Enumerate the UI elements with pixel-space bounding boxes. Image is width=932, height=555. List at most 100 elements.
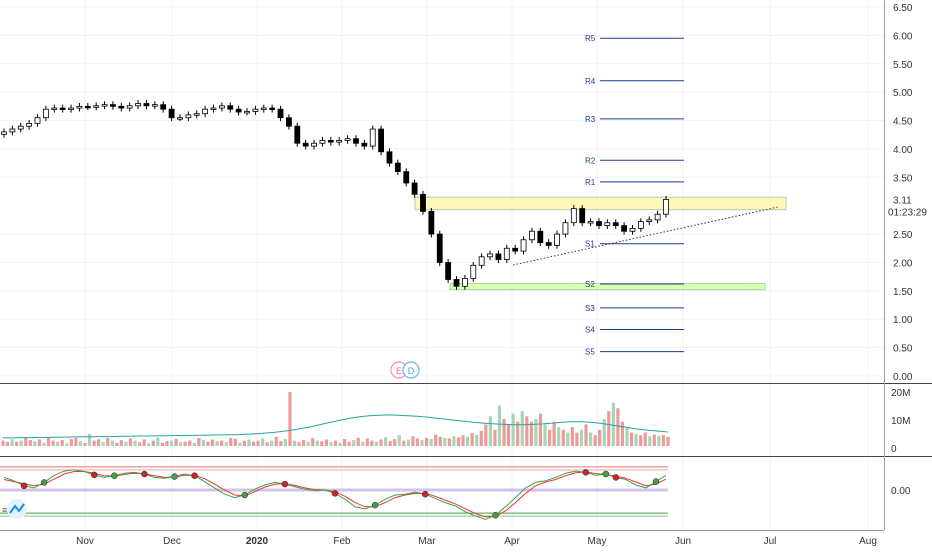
candle-body[interactable] (294, 125, 301, 144)
candle-body[interactable] (411, 182, 418, 195)
candle-body[interactable] (654, 213, 661, 221)
candle-body[interactable] (327, 140, 334, 143)
candle-body[interactable] (42, 108, 49, 119)
candle-body[interactable] (529, 230, 535, 241)
candle-body[interactable] (512, 247, 519, 252)
candle-body[interactable] (646, 219, 653, 222)
candle-body[interactable] (436, 233, 443, 263)
candle-body[interactable] (51, 107, 58, 110)
candle-body[interactable] (84, 105, 91, 109)
candle-body[interactable] (570, 208, 577, 224)
candle-body[interactable] (596, 221, 602, 226)
candle-body[interactable] (336, 140, 343, 143)
candle-body[interactable] (579, 208, 586, 224)
candle-body[interactable] (386, 151, 393, 164)
candle-body[interactable] (126, 105, 133, 109)
candle-body[interactable] (487, 253, 493, 258)
candle-body[interactable] (110, 104, 116, 107)
candle-body[interactable] (378, 128, 384, 153)
candle-body[interactable] (453, 279, 460, 287)
candle-body[interactable] (428, 210, 435, 235)
candle-body[interactable] (461, 277, 468, 287)
volume-bar (261, 438, 265, 446)
candle-body[interactable] (235, 108, 242, 113)
volume-bar (402, 440, 406, 446)
candle-body[interactable] (503, 247, 510, 261)
candle-body[interactable] (1, 131, 7, 135)
candle-body[interactable] (353, 138, 359, 144)
candle-body[interactable] (562, 222, 569, 235)
candle-body[interactable] (210, 107, 217, 110)
candle-body[interactable] (68, 107, 74, 110)
candle-body[interactable] (277, 108, 284, 119)
volume-bar (283, 438, 287, 446)
candle-body[interactable] (554, 233, 560, 246)
candle-body[interactable] (286, 117, 292, 127)
candle-body[interactable] (302, 142, 309, 147)
candle-body[interactable] (369, 128, 376, 147)
candle-body[interactable] (629, 227, 636, 232)
candle-body[interactable] (537, 230, 544, 243)
support-zone[interactable] (449, 282, 766, 291)
candle-body[interactable] (135, 103, 141, 107)
dividend-marker[interactable] (402, 361, 420, 379)
candle-body[interactable] (93, 105, 100, 108)
candle-body[interactable] (168, 108, 175, 119)
candle-body[interactable] (160, 104, 167, 110)
candle-body[interactable] (59, 107, 66, 110)
candle-body[interactable] (9, 128, 16, 133)
candle-body[interactable] (260, 107, 267, 110)
candle-body[interactable] (621, 225, 628, 232)
candle-body[interactable] (311, 142, 317, 147)
candle-body[interactable] (193, 113, 200, 116)
price-tick: 6.50 (893, 3, 913, 14)
event-markers[interactable]: E D (390, 361, 420, 379)
candle-body[interactable] (177, 117, 183, 120)
oscillator-pane[interactable] (0, 466, 668, 520)
candle-body[interactable] (520, 239, 527, 252)
candle-body[interactable] (143, 103, 150, 107)
candle-body[interactable] (17, 125, 24, 130)
candle-body[interactable] (587, 221, 594, 224)
volume-bar (634, 433, 638, 446)
candle-body[interactable] (151, 104, 158, 107)
candle-body[interactable] (663, 199, 669, 215)
candle-body[interactable] (269, 107, 276, 110)
candle-body[interactable] (495, 253, 502, 261)
candle-body[interactable] (101, 104, 108, 107)
candle-body[interactable] (185, 114, 192, 119)
candle-body[interactable] (218, 105, 225, 109)
candle-body[interactable] (478, 256, 485, 266)
candle-body[interactable] (244, 111, 250, 114)
volume-axis[interactable]: 20M 10M 0 (891, 388, 910, 455)
candle-body[interactable] (202, 108, 209, 115)
candle-body[interactable] (420, 193, 426, 212)
volume-pane[interactable] (1, 392, 670, 446)
tradingview-logo-icon[interactable]: ≡ (2, 499, 27, 519)
candle-body[interactable] (394, 162, 401, 173)
candle-body[interactable] (403, 171, 410, 184)
price-axis[interactable]: 6.50 6.00 5.50 5.00 4.50 4.00 3.50 3.11 2.50 2.00… (886, 3, 932, 383)
candle-body[interactable] (227, 105, 234, 110)
candle-body[interactable] (361, 142, 368, 147)
time-axis[interactable]: Nov Dec 2020 Feb Mar Apr May Jun Jul Aug (76, 536, 877, 547)
candle-body[interactable] (344, 138, 351, 141)
volume-bar (183, 441, 187, 446)
resistance-zone[interactable] (414, 196, 787, 211)
candle-body[interactable] (34, 117, 41, 124)
candle-body[interactable] (470, 264, 477, 279)
candle-body[interactable] (604, 222, 611, 226)
price-pane[interactable] (0, 0, 884, 383)
candle-body[interactable] (612, 222, 619, 226)
candle-body[interactable] (445, 262, 452, 280)
candle-body[interactable] (252, 108, 259, 112)
candle-body[interactable] (637, 221, 644, 229)
candle-body[interactable] (545, 242, 552, 246)
candle-body[interactable] (26, 122, 33, 127)
candle-body[interactable] (118, 105, 125, 109)
oscillator-axis[interactable]: 0.00 (891, 486, 911, 497)
candle-body[interactable] (76, 105, 83, 109)
volume-moving-average[interactable] (3, 414, 669, 439)
candle-body[interactable] (319, 140, 326, 144)
